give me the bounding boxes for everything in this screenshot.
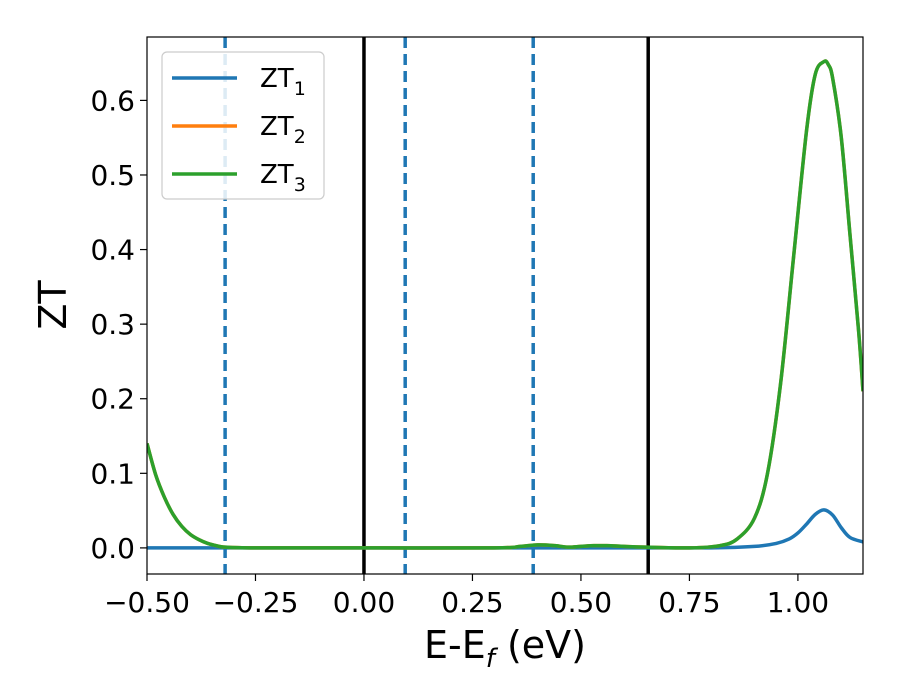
- x-tick-label: 0.75: [658, 586, 720, 619]
- x-tick-label: 1.00: [767, 586, 829, 619]
- plot-frame: [146, 36, 864, 575]
- x-tick-label: 0.25: [441, 586, 503, 619]
- y-axis-title: ZT: [31, 280, 75, 330]
- y-tick-label: 0.3: [90, 308, 135, 341]
- legend-box: [161, 51, 325, 200]
- y-tick-label: 0.1: [90, 457, 135, 490]
- legend-label-2: ZT2: [260, 112, 306, 148]
- y-tick-label: 0.5: [90, 159, 135, 192]
- x-tick-label: −0.25: [213, 586, 299, 619]
- legend-items: ZT1 ZT2 ZT3: [172, 64, 306, 196]
- y-tick-label: 0.4: [90, 234, 135, 267]
- y-tick-label: 0.2: [90, 383, 135, 416]
- series-line-3: [147, 59, 863, 550]
- y-axis: 0.0 0.1 0.2 0.3 0.4 0.5 0.6: [90, 84, 147, 565]
- y-tick-label: 0.6: [90, 84, 135, 117]
- x-tick-label: 0.50: [550, 586, 612, 619]
- legend-label-1: ZT1: [260, 64, 306, 100]
- legend: ZT1 ZT2 ZT3: [161, 51, 325, 200]
- x-tick-label: 0.00: [333, 586, 395, 619]
- x-axis: −0.50 −0.25 0.00 0.25 0.50 0.75 1.00: [104, 574, 829, 619]
- x-axis-title: E-Ef (eV): [424, 623, 586, 674]
- y-tick-label: 0.0: [90, 532, 135, 565]
- series-layer: [147, 59, 863, 550]
- x-tick-label: −0.50: [104, 586, 190, 619]
- legend-label-3: ZT3: [260, 160, 306, 196]
